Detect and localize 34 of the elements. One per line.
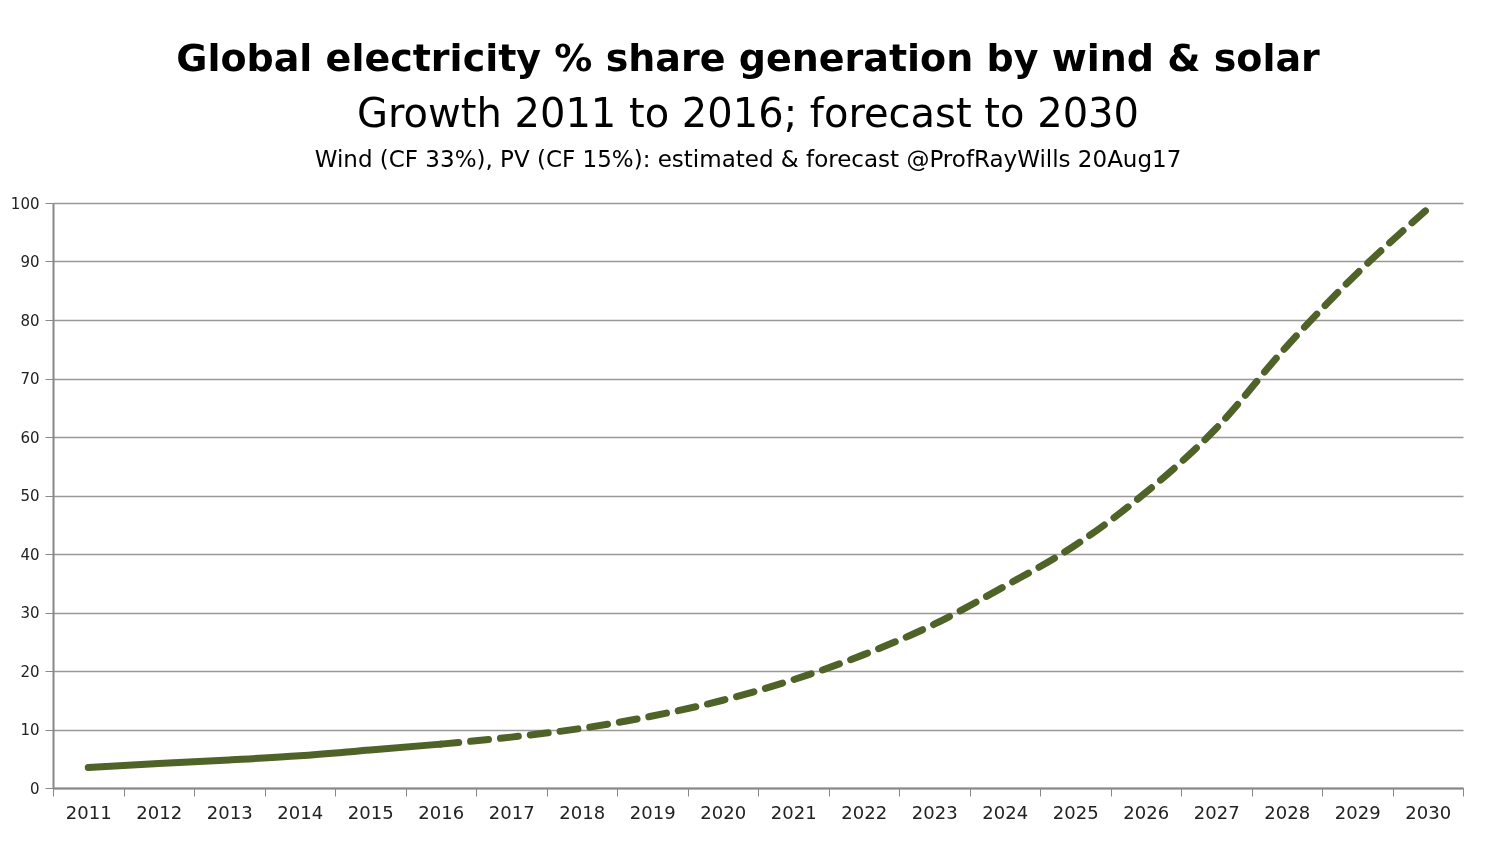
- x-tick-label: 2027: [1193, 801, 1240, 823]
- x-tick-label: 2030: [1405, 801, 1452, 823]
- y-tick-label: 50: [20, 487, 40, 505]
- y-tick-label: 20: [20, 662, 40, 681]
- chart-title: Global electricity % share generation by wind & solar: [175, 35, 1321, 82]
- y-tick-label: 30: [20, 604, 40, 622]
- x-tick-label: 2029: [1334, 801, 1381, 823]
- x-tick-label: 2020: [700, 801, 747, 823]
- chart-subtitle: Growth 2011 to 2016; forecast to 2030: [356, 89, 1140, 138]
- x-tick-label: 2014: [277, 801, 324, 823]
- y-tick-label: 60: [20, 428, 40, 447]
- y-tick-label: 0: [29, 779, 40, 798]
- x-tick-label: 2024: [982, 801, 1029, 823]
- y-tick-label: 70: [20, 370, 40, 388]
- x-tick-label: 2013: [206, 801, 253, 823]
- x-tick-label: 2023: [911, 801, 958, 823]
- x-tick-label: 2021: [770, 801, 817, 823]
- y-tick-label: 10: [20, 721, 40, 739]
- x-tick-label: 2028: [1264, 801, 1311, 823]
- x-tick-label: 2025: [1052, 801, 1099, 823]
- y-tick-label: 90: [20, 253, 40, 271]
- x-tick-label: 2015: [347, 801, 394, 823]
- x-tick-label: 2017: [488, 801, 535, 823]
- y-tick-label: 40: [20, 545, 40, 564]
- x-tick-label: 2016: [418, 801, 465, 823]
- x-tick-label: 2018: [559, 801, 606, 823]
- y-tick-label: 100: [10, 194, 40, 213]
- x-tick-label: 2026: [1123, 801, 1170, 823]
- x-tick-label: 2011: [65, 801, 112, 823]
- y-tick-label: 80: [20, 311, 40, 330]
- text: Wind (CF 33%), PV (CF 15%): estimated & forecast @ProfRayWills 20Aug17: [313, 146, 1183, 174]
- x-tick-label: 2022: [841, 801, 888, 823]
- x-tick-label: 2012: [136, 801, 183, 823]
- x-tick-label: 2019: [629, 801, 676, 823]
